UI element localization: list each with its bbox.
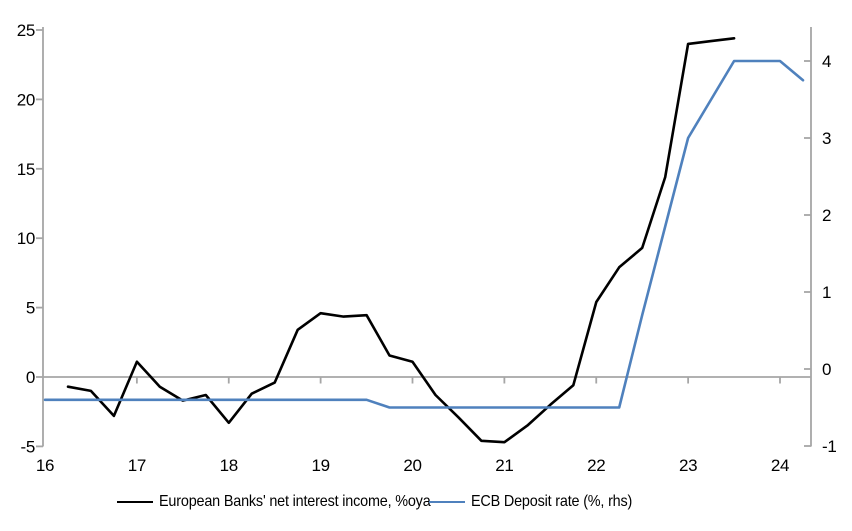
legend-label-net-interest-income: European Banks' net interest income, %oy…: [159, 493, 431, 510]
series-line-ecb-deposit-rate: [43, 59, 805, 409]
right-axis-tick-label: 2: [822, 206, 831, 225]
legend-item-ecb-deposit-rate: ECB Deposit rate (%, rhs): [429, 492, 650, 512]
right-axis-tick-label: 4: [822, 52, 831, 71]
legend-line-swatch-black: [117, 501, 153, 503]
x-axis-tick-label: 16: [36, 456, 54, 475]
series-line-net-interest-income: [66, 36, 736, 444]
right-axis-tick-label: 1: [822, 283, 831, 302]
x-axis-tick-label: 21: [495, 456, 513, 475]
left-axis-tick-label: 10: [17, 229, 35, 248]
right-axis-tick-label: -1: [822, 437, 837, 456]
left-axis-tick-label: 20: [17, 90, 35, 109]
legend-line-swatch-blue: [429, 501, 465, 503]
legend-label-ecb-deposit-rate: ECB Deposit rate (%, rhs): [471, 493, 633, 510]
x-axis-tick-label: 18: [220, 456, 238, 475]
left-axis-tick-label: -5: [20, 437, 35, 456]
legend: European Banks' net interest income, %oy…: [0, 492, 852, 516]
left-axis-tick-label: 25: [17, 21, 35, 40]
left-axis-tick-label: 15: [17, 160, 35, 179]
legend-item-net-interest-income: European Banks' net interest income, %oy…: [117, 492, 461, 512]
x-axis-tick-label: 23: [679, 456, 697, 475]
x-axis-tick-label: 24: [771, 456, 789, 475]
left-axis-tick-label: 0: [26, 368, 35, 387]
left-axis-tick-label: 5: [26, 299, 35, 318]
x-axis-tick-label: 20: [403, 456, 421, 475]
right-axis-tick-label: 3: [822, 129, 831, 148]
x-axis-tick-label: 22: [587, 456, 605, 475]
right-axis-tick-label: 0: [822, 360, 831, 379]
x-axis-tick-label: 19: [311, 456, 329, 475]
x-axis-tick-label: 17: [128, 456, 146, 475]
